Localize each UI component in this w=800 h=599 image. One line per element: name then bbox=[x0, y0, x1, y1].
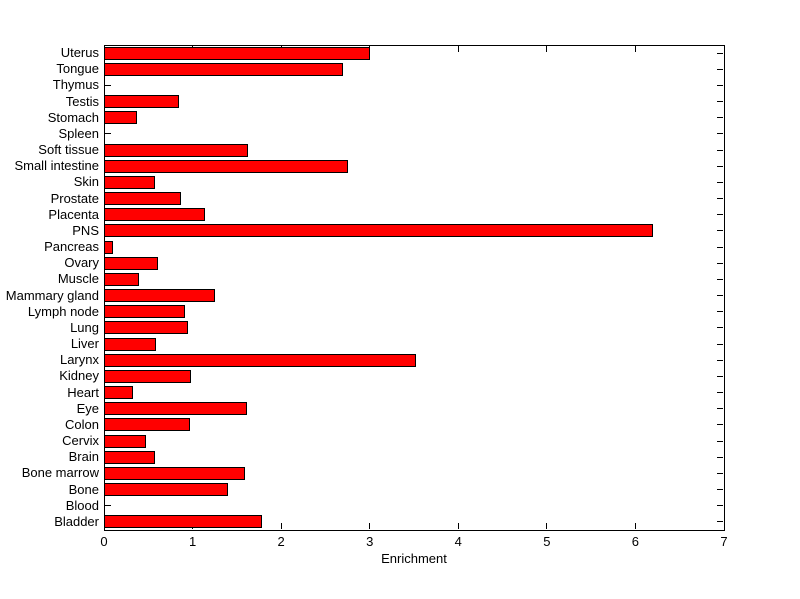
y-tick bbox=[717, 327, 723, 329]
y-tick bbox=[717, 52, 723, 54]
x-tick-label: 4 bbox=[454, 534, 462, 549]
x-tick bbox=[280, 523, 282, 529]
y-tick bbox=[717, 117, 723, 119]
y-tick-label: Stomach bbox=[47, 109, 99, 125]
y-tick bbox=[717, 68, 723, 70]
y-tick-label: Spleen bbox=[58, 125, 99, 141]
axis-box bbox=[104, 45, 725, 531]
y-tick-label: Pancreas bbox=[44, 239, 99, 254]
x-tick-label: 1 bbox=[188, 534, 197, 549]
y-tick bbox=[717, 440, 723, 442]
x-tick-label: 2 bbox=[277, 534, 285, 549]
y-tick bbox=[717, 262, 723, 264]
y-tick-label: Liver bbox=[70, 336, 99, 351]
y-tick-label: Bone bbox=[68, 481, 99, 497]
y-tick bbox=[717, 505, 723, 507]
x-tick bbox=[457, 523, 459, 529]
x-tick-label: 7 bbox=[720, 534, 728, 549]
y-tick bbox=[717, 295, 723, 297]
y-tick bbox=[105, 84, 111, 86]
y-tick-label: Prostate bbox=[50, 190, 99, 206]
y-tick-label: Larynx bbox=[59, 352, 99, 368]
y-tick bbox=[717, 165, 723, 167]
y-tick bbox=[717, 149, 723, 151]
y-tick-label: Brain bbox=[68, 449, 99, 465]
y-tick-label: Bone marrow bbox=[21, 465, 99, 481]
y-tick bbox=[717, 278, 723, 280]
y-tick-label: Ovary bbox=[64, 255, 99, 271]
y-tick bbox=[717, 359, 723, 361]
y-tick bbox=[717, 375, 723, 377]
x-tick bbox=[546, 46, 548, 52]
y-tick-label: Heart bbox=[67, 384, 99, 400]
y-tick bbox=[717, 472, 723, 474]
y-tick bbox=[717, 424, 723, 426]
x-tick-label: 6 bbox=[631, 534, 640, 549]
y-tick bbox=[717, 101, 723, 103]
y-tick bbox=[717, 408, 723, 410]
y-tick bbox=[717, 133, 723, 135]
y-tick bbox=[717, 84, 723, 86]
x-tick bbox=[369, 46, 371, 52]
y-tick-label: Testis bbox=[65, 93, 99, 109]
y-tick bbox=[105, 505, 111, 507]
y-tick-label: Small intestine bbox=[14, 158, 99, 174]
x-tick bbox=[634, 46, 636, 52]
y-tick-label: Lung bbox=[70, 319, 99, 335]
x-tick bbox=[634, 523, 636, 529]
y-tick-label: Skin bbox=[73, 174, 99, 190]
y-tick-label: Thymus bbox=[52, 77, 99, 93]
x-tick bbox=[369, 523, 371, 529]
y-tick-label: Uterus bbox=[60, 45, 99, 60]
y-tick bbox=[105, 133, 111, 135]
y-tick bbox=[717, 311, 723, 313]
x-tick-label: 3 bbox=[366, 534, 374, 549]
y-tick bbox=[717, 198, 723, 200]
y-tick bbox=[717, 230, 723, 232]
y-tick bbox=[717, 489, 723, 491]
y-tick-label: Colon bbox=[65, 416, 99, 432]
x-tick-label: 0 bbox=[100, 534, 108, 549]
y-tick-label: Soft tissue bbox=[38, 142, 99, 157]
y-tick-label: Mammary gland bbox=[5, 287, 99, 303]
y-tick bbox=[717, 181, 723, 183]
y-tick-label: Lymph node bbox=[27, 303, 99, 319]
y-tick-label: Cervix bbox=[62, 433, 99, 448]
y-tick-label: Muscle bbox=[57, 271, 99, 287]
y-tick bbox=[717, 521, 723, 523]
x-axis-title: Enrichment bbox=[381, 551, 447, 566]
x-tick bbox=[546, 523, 548, 529]
y-tick bbox=[717, 456, 723, 458]
y-tick-label: Placenta bbox=[48, 206, 99, 222]
y-tick-label: Bladder bbox=[54, 513, 99, 529]
y-tick-label: Tongue bbox=[56, 61, 99, 77]
x-tick-label: 5 bbox=[543, 534, 551, 549]
y-tick-label: Blood bbox=[65, 497, 99, 513]
x-tick bbox=[457, 46, 459, 52]
y-tick bbox=[717, 246, 723, 248]
y-tick bbox=[717, 343, 723, 345]
y-tick-label: Kidney bbox=[59, 368, 99, 384]
y-tick-label: PNS bbox=[72, 222, 99, 238]
y-tick bbox=[717, 392, 723, 394]
y-tick bbox=[717, 214, 723, 216]
y-tick-label: Eye bbox=[76, 400, 99, 416]
